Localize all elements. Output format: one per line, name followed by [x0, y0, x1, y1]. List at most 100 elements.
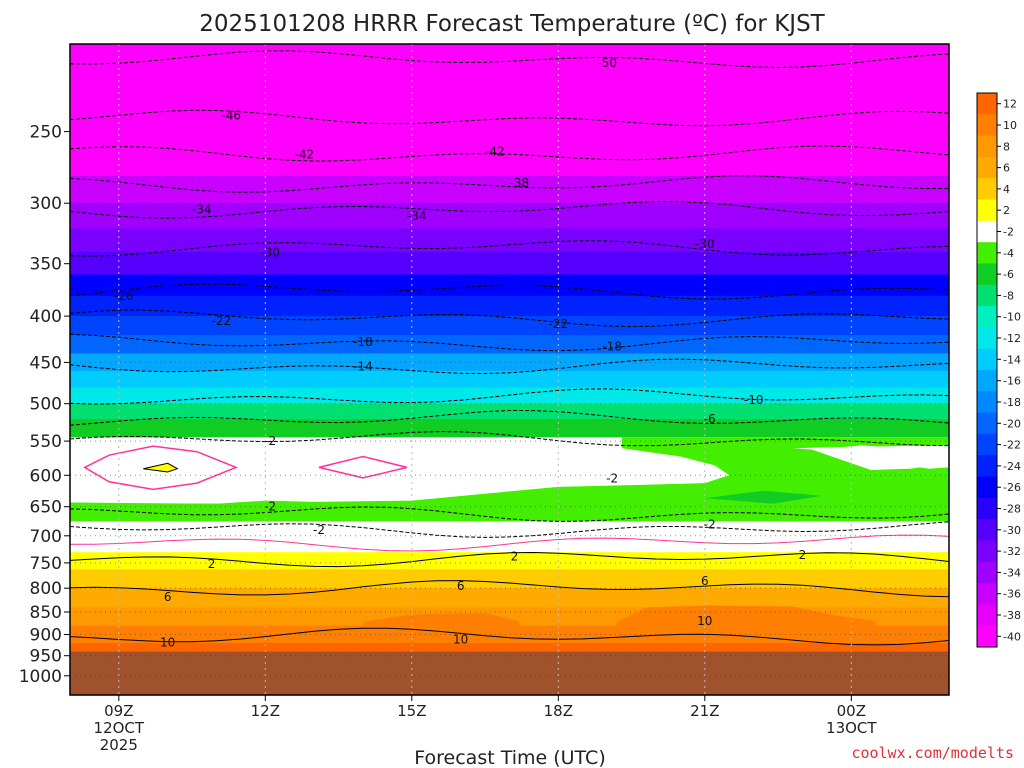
- contour-label: 6: [701, 574, 709, 588]
- colorbar-swatch: [977, 199, 997, 222]
- temperature-band: [70, 295, 949, 317]
- y-tick-label: 300: [30, 194, 62, 214]
- y-tick-label: 650: [30, 498, 62, 518]
- green-intrusion: [70, 437, 949, 510]
- x-tick-label: 00Z: [837, 702, 866, 720]
- colorbar-label: -24: [1003, 460, 1021, 473]
- contour-label: 2: [208, 557, 216, 571]
- contour-label: -38: [509, 176, 529, 190]
- colorbar-swatch: [977, 135, 997, 158]
- colorbar-label: -34: [1003, 566, 1021, 579]
- contour-labels: -50-46-42 -42-38-34 -34-30-30-26-22 -22-18-…: [114, 56, 806, 649]
- isotherm-line: [69, 175, 949, 193]
- x-tick-label: 13OCT: [826, 719, 877, 737]
- y-tick-label: 400: [30, 307, 62, 327]
- isotherm-line: [69, 201, 950, 219]
- warm-bump: [616, 605, 876, 626]
- x-tick-label: 09Z: [104, 702, 133, 720]
- colorbar-swatch: [977, 391, 997, 414]
- contour-label: 10: [160, 635, 175, 649]
- isotherm-line: [69, 521, 950, 538]
- colorbar-label: -10: [1003, 311, 1021, 324]
- isotherm-line: [69, 431, 950, 447]
- contour-label: 10: [697, 614, 712, 628]
- temperature-band: [70, 335, 949, 355]
- colorbar-swatch: [977, 156, 997, 179]
- temperature-band: [70, 316, 949, 336]
- contour-label: -14: [353, 360, 373, 374]
- y-tick-label: 450: [30, 353, 62, 373]
- contour-label: -46: [221, 109, 241, 123]
- y-tick-label: 750: [30, 554, 62, 574]
- colorbar-swatch: [977, 604, 997, 627]
- temperature-band: [70, 521, 949, 538]
- colorbar-swatch: [977, 540, 997, 563]
- colorbar-swatch: [977, 327, 997, 350]
- temperature-band: [70, 175, 949, 204]
- temperature-band: [70, 625, 949, 644]
- y-tick-label: 1000: [19, 667, 62, 687]
- y-tick-label: 250: [30, 123, 62, 143]
- isotherm-line: [69, 580, 950, 598]
- y-tick-label: 350: [30, 255, 62, 275]
- isotherm-line: [69, 50, 950, 69]
- isotherm-line: [69, 358, 950, 375]
- colorbar-label: -18: [1003, 396, 1021, 409]
- colorbar-label: -26: [1003, 481, 1021, 494]
- colorbar-swatch: [977, 412, 997, 435]
- x-tick-label: 15Z: [397, 702, 426, 720]
- ground-rect: [70, 651, 949, 695]
- x-tick-label: 21Z: [690, 702, 719, 720]
- y-tick-label: 500: [30, 395, 62, 415]
- colorbar-swatch: [977, 497, 997, 520]
- colorbar-label: -28: [1003, 503, 1021, 516]
- colorbar-swatch: [977, 93, 997, 115]
- colorbar-swatch: [977, 114, 997, 137]
- y-axis-ticks: 250 300 350 400 450 500 550 600 650 700 750 800 850 9…: [19, 123, 70, 687]
- y-tick-label: 950: [30, 647, 62, 667]
- warm-bump: [363, 613, 520, 626]
- x-tick-label: 12OCT: [94, 719, 145, 737]
- credit-text: coolwx.com/modelts: [851, 744, 1014, 762]
- isotherm-line: [69, 388, 950, 405]
- colorbar-swatch: [977, 583, 997, 605]
- isotherm-line: [69, 551, 950, 568]
- temperature-band: [70, 115, 949, 148]
- temperature-band: [70, 419, 949, 438]
- colorbar-label: 2: [1003, 204, 1010, 217]
- colorbar-swatch: [977, 476, 997, 499]
- colorbar-swatch: [977, 263, 997, 286]
- contour-label: -10: [744, 393, 764, 407]
- y-tick-label: 800: [30, 579, 62, 599]
- isotherm-line: [69, 240, 950, 257]
- contour-label: -30: [260, 245, 280, 259]
- temperature-band: [70, 537, 949, 553]
- isotherm-line: [69, 333, 950, 352]
- temperature-band: [70, 252, 949, 276]
- contour-label: -30: [695, 237, 715, 251]
- isotherm-line: [69, 283, 950, 300]
- contour-label: -2: [606, 472, 618, 486]
- contour-label: -2: [264, 434, 276, 448]
- colorbar-label: -38: [1003, 609, 1021, 622]
- y-tick-label: 700: [30, 527, 62, 547]
- temperature-band: [70, 387, 949, 405]
- contour-label: 10: [453, 633, 468, 647]
- colorbar-swatch: [977, 561, 997, 584]
- contour-label: -2: [313, 523, 325, 537]
- isotherm-line: [69, 145, 950, 162]
- white-pocket: [817, 445, 949, 469]
- colorbar-label: 8: [1003, 140, 1010, 153]
- colorbar-label: -2: [1003, 226, 1014, 239]
- colorbar-border: [976, 92, 998, 648]
- y-tick-label: 850: [30, 603, 62, 623]
- colorbar-swatch: [977, 348, 997, 371]
- temperature-features: [70, 437, 949, 626]
- isotherm-line: [69, 506, 950, 522]
- temperature-band: [70, 588, 949, 608]
- contour-label: -34: [192, 203, 212, 217]
- x-tick-label: 18Z: [544, 702, 573, 720]
- temperature-band: [70, 569, 949, 589]
- colorbar-label: -8: [1003, 289, 1014, 302]
- temperature-band: [70, 146, 949, 177]
